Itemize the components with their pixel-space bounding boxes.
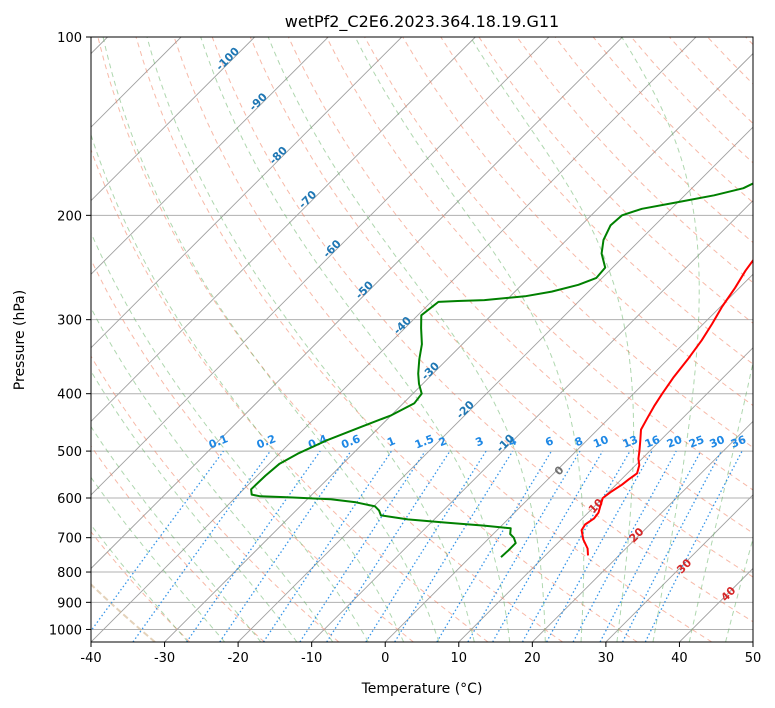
dry-adiabat-line bbox=[402, 37, 753, 407]
isotherm-line bbox=[237, 126, 753, 642]
moist-adiabat-line bbox=[91, 425, 262, 642]
dry-adiabat-line bbox=[91, 148, 489, 642]
mixing-ratio-label: 20 bbox=[665, 433, 684, 451]
mixing-ratio-line bbox=[521, 450, 631, 642]
mixing-ratio-line bbox=[132, 450, 271, 642]
isotherm-line bbox=[91, 37, 255, 202]
mixing-ratio-label: 36 bbox=[729, 433, 748, 451]
moist-adiabat-line bbox=[91, 370, 298, 642]
sounding-series bbox=[250, 182, 753, 558]
plot-frame bbox=[90, 36, 754, 643]
x-axis-label: Temperature (°C) bbox=[361, 681, 483, 697]
y-tick-label: 300 bbox=[57, 314, 82, 329]
dry-adiabat-line bbox=[440, 37, 753, 365]
mixing-ratio-label: 16 bbox=[643, 433, 662, 451]
isotherm-line bbox=[532, 420, 753, 642]
mixing-ratio-line bbox=[262, 450, 393, 642]
mixing-ratio-label: 30 bbox=[708, 433, 727, 451]
temperature-line bbox=[580, 258, 753, 556]
moist-adiabat-line bbox=[91, 476, 225, 642]
dry-adiabat-line bbox=[516, 37, 753, 284]
moist-adiabat-line bbox=[621, 37, 700, 642]
y-axis: 100 200 300 400 500 600 700 800 900 1000 bbox=[49, 31, 91, 638]
dry-adiabat-line bbox=[97, 37, 563, 642]
y-tick-label: 900 bbox=[57, 596, 82, 611]
isotherm-line bbox=[91, 37, 403, 349]
isotherm-line bbox=[605, 494, 753, 642]
mixing-ratio-line bbox=[219, 450, 352, 642]
dry-adiabat-line bbox=[135, 37, 638, 642]
mixing-ratio-label: 1 bbox=[385, 434, 397, 449]
moist-adiabat-line bbox=[354, 37, 585, 642]
dry-adiabat-line bbox=[287, 37, 753, 534]
chart-title: wetPf2_C2E6.2023.364.18.19.G11 bbox=[285, 12, 559, 32]
mixing-ratio-line bbox=[546, 450, 653, 642]
x-axis: -40 -30 -20 -10 0 10 20 30 40 50 bbox=[80, 642, 761, 666]
isotherm-line bbox=[384, 273, 753, 642]
moist-adiabat-line bbox=[102, 37, 440, 642]
moist-adiabat-line bbox=[91, 133, 405, 642]
x-tick-label: 0 bbox=[381, 651, 389, 666]
dry-adiabat-line bbox=[91, 258, 414, 642]
reference-line bbox=[91, 583, 156, 642]
mixing-ratio-label: 3 bbox=[474, 434, 486, 449]
x-tick-label: 50 bbox=[745, 651, 762, 666]
y-axis-label: Pressure (hPa) bbox=[12, 290, 28, 390]
moist-adiabat-line bbox=[146, 37, 475, 642]
mixing-ratio-line bbox=[644, 450, 743, 642]
y-tick-label: 500 bbox=[57, 445, 82, 460]
y-tick-label: 100 bbox=[57, 31, 82, 46]
mixing-ratio-line bbox=[572, 450, 677, 642]
mixing-ratio-label: 2 bbox=[437, 434, 449, 449]
y-tick-label: 700 bbox=[57, 532, 82, 547]
x-tick-label: -30 bbox=[154, 651, 175, 666]
dry-adiabat-line bbox=[91, 355, 340, 642]
x-tick-label: 30 bbox=[598, 651, 615, 666]
mixing-ratio-line bbox=[91, 450, 225, 632]
x-tick-label: 40 bbox=[671, 651, 688, 666]
x-tick-label: -20 bbox=[227, 651, 248, 666]
isotherm-line bbox=[458, 347, 753, 642]
x-tick-label: -40 bbox=[80, 651, 101, 666]
x-tick-label: -10 bbox=[301, 651, 322, 666]
mixing-ratio-line bbox=[299, 450, 426, 642]
y-tick-label: 600 bbox=[57, 492, 82, 507]
y-tick-label: 200 bbox=[57, 209, 82, 224]
y-tick-label: 400 bbox=[57, 388, 82, 403]
dry-adiabat-line bbox=[173, 37, 713, 642]
dry-adiabat-line bbox=[249, 37, 753, 578]
thermodynamic-lines bbox=[91, 37, 753, 642]
x-tick-label: 10 bbox=[451, 651, 468, 666]
mixing-ratio-label: 8 bbox=[573, 434, 585, 449]
isotherm-line bbox=[91, 37, 476, 422]
mixing-ratio-line bbox=[394, 450, 514, 642]
dry-adiabat-line bbox=[91, 445, 265, 642]
y-tick-label: 800 bbox=[57, 566, 82, 581]
mixing-ratio-line bbox=[326, 450, 451, 642]
mixing-ratio-label: 10 bbox=[591, 433, 610, 451]
dewpoint-line bbox=[250, 182, 753, 558]
y-tick-label: 1000 bbox=[49, 623, 82, 638]
mixing-ratio-line bbox=[186, 450, 321, 642]
isotherm-line bbox=[91, 37, 329, 275]
grid-lines bbox=[91, 37, 753, 642]
isotherm-line bbox=[164, 52, 753, 642]
isotherm-line bbox=[91, 37, 623, 570]
moist-adiabat-line bbox=[91, 231, 369, 642]
moist-adiabat-line bbox=[91, 524, 189, 642]
isotherm-line bbox=[91, 37, 550, 496]
isotherm-line bbox=[91, 37, 697, 642]
dry-adiabat-line bbox=[91, 531, 191, 642]
mixing-ratio-label: 25 bbox=[687, 433, 706, 451]
x-tick-label: 20 bbox=[524, 651, 541, 666]
moist-adiabat-line bbox=[267, 37, 546, 642]
dry-adiabat-line bbox=[211, 37, 753, 623]
mixing-ratio-label: 13 bbox=[621, 433, 640, 451]
